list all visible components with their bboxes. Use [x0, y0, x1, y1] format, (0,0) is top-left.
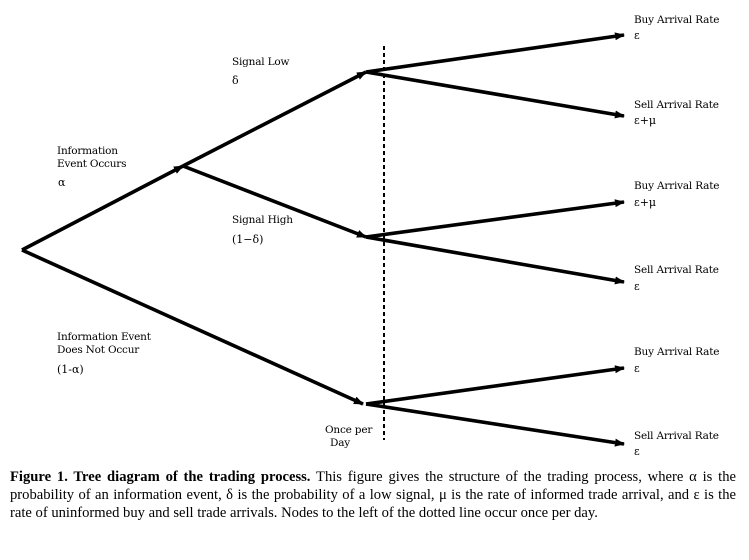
branch-root-to-no-event [21, 248, 364, 406]
figure-caption: Figure 1. Tree diagram of the trading pr… [10, 468, 736, 522]
arrow-signal-high-sell [365, 235, 625, 285]
info-event-label-line2: Event Occurs [57, 158, 127, 170]
outcome-2-rate: ε+μ [634, 114, 657, 127]
signal-low-prob: δ [232, 74, 239, 87]
outcome-3-rate: ε+μ [634, 196, 657, 209]
info-event-prob: α [58, 176, 66, 189]
signal-low-label: Signal Low [232, 56, 290, 68]
no-event-label-line2: Does Not Occur [57, 344, 140, 356]
outcome-1-label: Buy Arrival Rate [634, 14, 720, 26]
once-per-day-label-line1: Once per [325, 424, 373, 436]
outcome-2-label: Sell Arrival Rate [634, 99, 719, 111]
branch-info-to-signal-low [182, 70, 367, 168]
branch-root-to-info-event [21, 164, 184, 252]
outcome-1-rate: ε [634, 29, 640, 42]
arrow-signal-low-buy [365, 32, 625, 74]
arrow-no-event-buy [365, 365, 625, 406]
arrow-no-event-sell [365, 402, 625, 447]
once-per-day-label-line2: Day [330, 437, 351, 449]
outcome-6-label: Sell Arrival Rate [634, 430, 719, 442]
arrow-signal-low-sell [365, 70, 625, 119]
outcome-6-rate: ε [634, 445, 640, 458]
outcome-3-label: Buy Arrival Rate [634, 180, 720, 192]
caption-body: This figure gives the structure of the t… [10, 469, 736, 521]
outcome-4-rate: ε [634, 280, 640, 293]
outcome-5-label: Buy Arrival Rate [634, 346, 720, 358]
caption-title: Figure 1. Tree diagram of the trading pr… [10, 469, 311, 485]
branch-info-to-signal-high [182, 164, 367, 239]
signal-high-label: Signal High [232, 214, 293, 226]
outcome-5-rate: ε [634, 362, 640, 375]
outcome-4-label: Sell Arrival Rate [634, 264, 719, 276]
no-event-prob: (1-α) [57, 363, 84, 376]
arrow-signal-high-buy [365, 199, 625, 239]
no-event-label-line1: Information Event [57, 331, 151, 343]
signal-high-prob: (1−δ) [232, 233, 264, 246]
info-event-label-line1: Information [57, 145, 118, 157]
tree-diagram [21, 32, 625, 447]
